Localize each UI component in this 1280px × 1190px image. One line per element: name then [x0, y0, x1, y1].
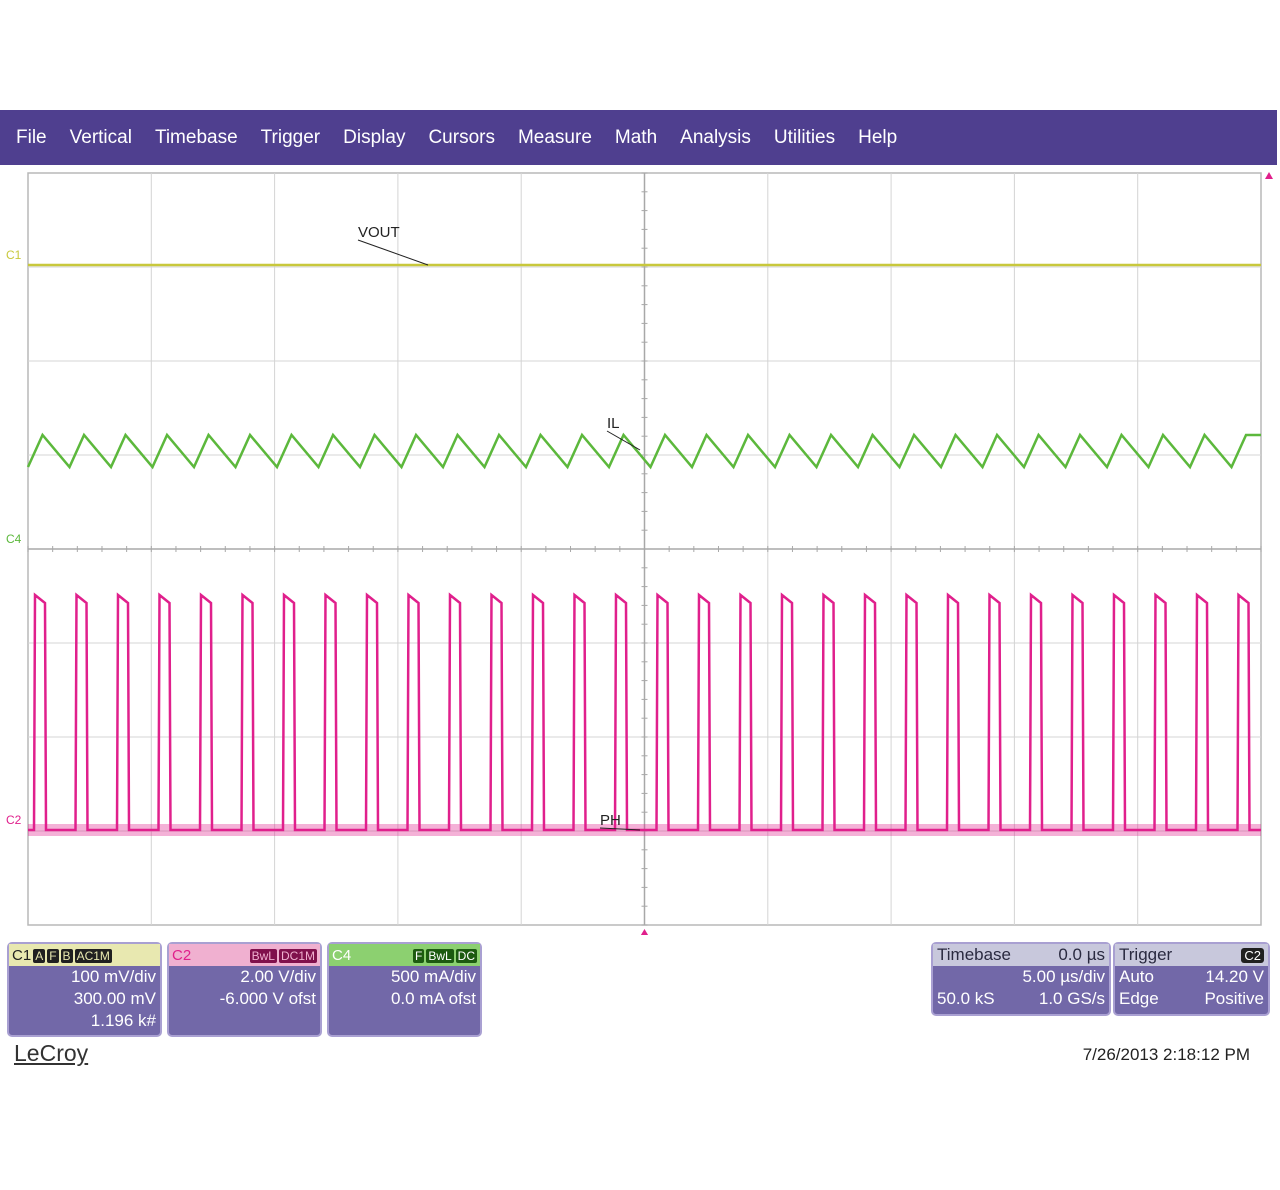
channel-c1-offset: 300.00 mV: [73, 989, 156, 1008]
channel-c4-tag: F: [412, 948, 425, 963]
trace-label-il: IL: [607, 415, 620, 432]
trace-label-vout: VOUT: [358, 224, 400, 241]
channel-c4-tag: DC: [455, 948, 477, 963]
channel-c1-tag: F: [47, 948, 59, 963]
menu-cursors[interactable]: Cursors: [428, 126, 495, 148]
trigger-source: C2: [1241, 947, 1264, 963]
timebase-row-2: 50.0 kS 1.0 GS/s: [933, 988, 1109, 1010]
timebase-row-1: 5.00 µs/div: [933, 966, 1109, 988]
trigger-level: 14.20 V: [1205, 967, 1264, 986]
trace-label-leader: [357, 239, 429, 266]
brand-logo: LeCroy: [14, 1040, 89, 1066]
channel-c1-scale: 100 mV/div: [70, 967, 156, 986]
channel-c4-header: C4 F BwL DC: [329, 944, 480, 966]
trace-label-ph: PH: [600, 812, 621, 829]
channel-c4-tags: F BwL DC: [411, 947, 477, 964]
menu-timebase[interactable]: Timebase: [154, 126, 238, 148]
channel-c1-tag: AC1M: [74, 948, 112, 963]
timebase-delay: 0.0 µs: [1058, 945, 1105, 964]
channel-c1-header: C1 A F B AC1M: [9, 944, 160, 966]
menu-display[interactable]: Display: [343, 126, 406, 148]
trigger-row-2: Edge Positive: [1115, 988, 1268, 1010]
trigger-panel[interactable]: Trigger C2 Auto 14.20 V Edge Positive: [1113, 942, 1270, 1016]
timebase-samples: 50.0 kS: [937, 989, 995, 1008]
menu-measure[interactable]: Measure: [517, 126, 592, 148]
menu-analysis[interactable]: Analysis: [680, 126, 751, 148]
channel-c4-panel[interactable]: C4 F BwL DC 500 mA/div 0.0 mA ofst: [327, 942, 482, 1037]
timebase-time-div: 5.00 µs/div: [1022, 967, 1105, 986]
channel-c1-tag: A: [33, 948, 46, 963]
trace-il: [26, 432, 1261, 470]
trigger-row-1: Auto 14.20 V: [1115, 966, 1268, 988]
trigger-type: Edge: [1119, 989, 1159, 1008]
channel-c1-tag: B: [60, 948, 73, 963]
trigger-level-marker: [1265, 172, 1273, 179]
trace-ph-noise: [28, 824, 1261, 836]
channel-marker-vout: C1: [6, 248, 22, 262]
trigger-title: Trigger: [1119, 945, 1173, 964]
channel-c4-name: C4: [332, 946, 352, 964]
channel-c1-name: C1: [12, 946, 32, 964]
channel-marker-il: C4: [6, 532, 22, 546]
channel-c2-header: C2 BwL DC1M: [169, 944, 320, 966]
trace-ph: [28, 592, 1261, 832]
channel-c2-name: C2: [172, 946, 192, 964]
channel-c2-tag: BwL: [249, 948, 277, 963]
channel-c2-offset: -6.000 V ofst: [219, 989, 316, 1008]
waveform-display: VOUT IL PH C1 C4 C2: [6, 172, 1273, 935]
menu-help[interactable]: Help: [858, 126, 898, 148]
trigger-position-marker: [640, 929, 649, 935]
channel-c4-offset: 0.0 mA ofst: [390, 989, 476, 1008]
timestamp: 7/26/2013 2:18:12 PM: [1082, 1045, 1250, 1064]
timebase-header: Timebase 0.0 µs: [933, 944, 1109, 966]
channel-c2-tag: DC1M: [278, 948, 317, 963]
trigger-slope: Positive: [1204, 989, 1264, 1008]
menu-bar: File Vertical Timebase Trigger Display Cursor…: [0, 110, 1277, 165]
trigger-header: Trigger C2: [1115, 944, 1268, 966]
timebase-panel[interactable]: Timebase 0.0 µs 5.00 µs/div 50.0 kS 1.0 …: [931, 942, 1111, 1016]
channel-c1-panel[interactable]: C1 A F B AC1M 100 mV/div 300.00 mV 1.196 k#: [7, 942, 162, 1037]
channel-c1-tags: A F B AC1M: [31, 947, 112, 964]
trace-label-leader: [606, 430, 641, 451]
channel-c2-tags: BwL DC1M: [248, 947, 317, 964]
timebase-rate: 1.0 GS/s: [1038, 989, 1105, 1008]
channel-c1-extra: 1.196 k#: [90, 1011, 156, 1030]
menu-trigger[interactable]: Trigger: [260, 126, 321, 148]
menu-utilities[interactable]: Utilities: [773, 126, 836, 148]
menu-math[interactable]: Math: [614, 126, 658, 148]
menu-vertical[interactable]: Vertical: [69, 126, 132, 148]
trace-label-leader: [599, 827, 641, 831]
channel-c4-tag: BwL: [426, 948, 454, 963]
channel-c2-panel[interactable]: C2 BwL DC1M 2.00 V/div -6.000 V ofst: [167, 942, 322, 1037]
channel-marker-ph: C2: [6, 813, 22, 827]
timebase-title: Timebase: [937, 945, 1012, 964]
trigger-mode: Auto: [1119, 967, 1154, 986]
menu-file[interactable]: File: [16, 126, 47, 148]
channel-c2-scale: 2.00 V/div: [240, 967, 316, 986]
channel-c4-scale: 500 mA/div: [390, 967, 476, 986]
